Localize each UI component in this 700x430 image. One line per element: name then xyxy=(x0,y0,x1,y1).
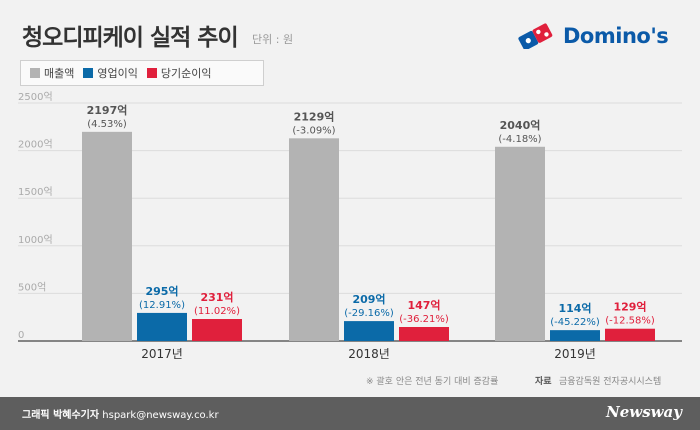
change-label: (12.91%) xyxy=(139,300,185,311)
source-label: 자료 xyxy=(535,377,552,387)
change-label: (11.02%) xyxy=(194,306,240,317)
y-tick-label: 1000억 xyxy=(18,234,53,246)
credit-label: 그래픽 박혜수기자 xyxy=(22,410,100,421)
bar-revenue xyxy=(82,131,132,341)
change-label: (-12.58%) xyxy=(605,316,655,327)
unit-label: 단위 : 원 xyxy=(252,33,294,46)
legend-swatch xyxy=(83,68,94,78)
change-rate-note: ※ 괄호 안은 전년 동기 대비 증감률 xyxy=(366,377,499,387)
change-label: (-45.22%) xyxy=(550,317,600,328)
x-tick-label: 2018년 xyxy=(348,347,390,361)
change-label: (-29.16%) xyxy=(344,308,394,319)
data-label: 2040억 xyxy=(500,119,541,132)
legend-item-revenue: 매출액 xyxy=(30,65,74,81)
legend-swatch xyxy=(30,68,40,78)
data-label: 2129억 xyxy=(294,110,335,123)
legend-label: 당기순이익 xyxy=(160,67,212,80)
data-label: 2197억 xyxy=(87,104,128,117)
bar-operating-profit xyxy=(344,321,394,341)
change-label: (-36.21%) xyxy=(399,314,449,325)
source-text: 금융감독원 전자공시시스템 xyxy=(559,377,662,387)
legend-swatch xyxy=(146,68,157,78)
data-label: 114억 xyxy=(558,302,591,315)
bar-operating-profit xyxy=(550,330,600,341)
bar-operating-profit xyxy=(137,312,187,341)
legend-label: 영업이익 xyxy=(97,67,138,80)
data-label: 231억 xyxy=(200,291,233,304)
data-label: 295억 xyxy=(145,285,178,298)
legend-item-operating-profit: 영업이익 xyxy=(83,65,138,81)
x-tick-label: 2017년 xyxy=(141,347,183,361)
change-label: (-3.09%) xyxy=(292,125,335,136)
data-label: 129억 xyxy=(613,301,646,314)
logo-text: Domino's xyxy=(563,24,669,48)
newsway-logo: Newsway xyxy=(606,403,682,421)
bar-net-income xyxy=(605,328,655,341)
domino-tile-icon xyxy=(518,23,553,49)
data-label: 209억 xyxy=(352,293,385,306)
chart-title: 청오디피케이 실적 추이 xyxy=(22,25,239,51)
bar-net-income xyxy=(399,327,449,341)
credit: 그래픽 박혜수기자 hspark@newsway.co.kr xyxy=(22,406,219,421)
x-tick-label: 2019년 xyxy=(554,347,596,361)
y-tick-label: 2500억 xyxy=(18,91,53,103)
chart-legend: 매출액 영업이익 당기순이익 xyxy=(20,60,264,86)
bar-revenue xyxy=(289,138,339,341)
credit-email: hspark@newsway.co.kr xyxy=(102,410,219,421)
data-label: 147억 xyxy=(407,299,440,312)
y-tick-label: 500억 xyxy=(18,281,46,293)
bar-net-income xyxy=(192,319,242,341)
y-tick-label: 2000억 xyxy=(18,139,53,151)
legend-item-net-income: 당기순이익 xyxy=(146,65,212,81)
footer-bar: 그래픽 박혜수기자 hspark@newsway.co.kr Newsway xyxy=(0,397,700,430)
bar-revenue xyxy=(495,146,545,341)
y-tick-label: 1500억 xyxy=(18,186,53,198)
change-label: (4.53%) xyxy=(87,119,127,130)
legend-label: 매출액 xyxy=(44,67,75,80)
y-tick-label: 0 xyxy=(18,330,24,341)
change-label: (-4.18%) xyxy=(498,134,541,145)
dominos-logo: Domino's xyxy=(516,21,669,51)
